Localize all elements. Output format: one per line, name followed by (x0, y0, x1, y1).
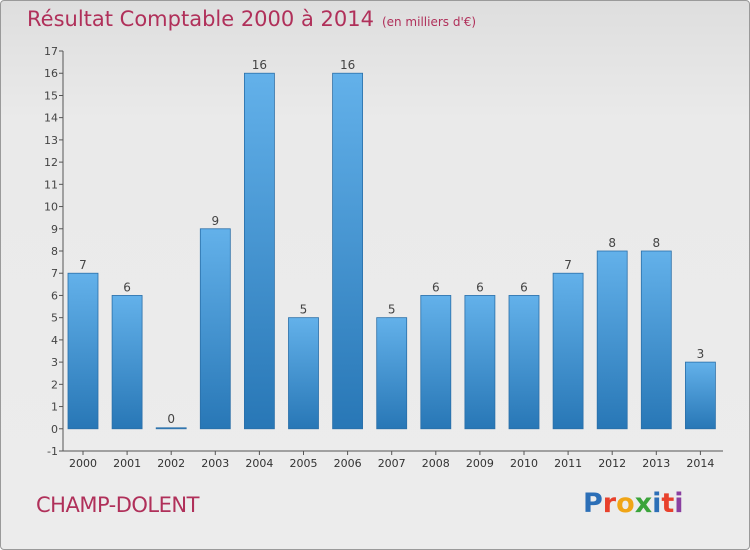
bar (332, 72, 364, 430)
y-tick-label: 10 (44, 201, 58, 214)
y-tick-label: 7 (51, 267, 58, 280)
logo-letter: r (602, 488, 617, 519)
bar-value-label: 5 (388, 303, 396, 317)
bar-value-label: 7 (79, 258, 87, 272)
x-tick-label: 2002 (157, 457, 185, 470)
y-tick-label: 1 (51, 401, 58, 414)
y-tick-label: -1 (47, 445, 58, 458)
logo-letter: P (583, 488, 603, 519)
y-tick-label: 4 (51, 334, 58, 347)
bar-value-label: 0 (167, 412, 175, 426)
bar (640, 250, 672, 430)
y-tick-label: 15 (44, 89, 58, 102)
x-tick-label: 2011 (554, 457, 582, 470)
bar-value-label: 9 (211, 214, 219, 228)
bar-value-label: 6 (476, 280, 484, 294)
x-tick-label: 2001 (113, 457, 141, 470)
y-tick-label: 3 (51, 356, 58, 369)
y-tick-label: 14 (44, 112, 58, 125)
x-tick-label: 2007 (378, 457, 406, 470)
y-tick-label: 6 (51, 289, 58, 302)
bar (685, 361, 716, 430)
y-tick-label: 5 (51, 312, 58, 325)
bar-value-label: 6 (432, 280, 440, 294)
x-tick-label: 2005 (290, 457, 318, 470)
bar (376, 317, 408, 430)
bar-value-label: 8 (608, 236, 616, 250)
logo-letter: t (661, 488, 675, 519)
subtitle-text: (en milliers d'€) (381, 15, 477, 29)
x-tick-label: 2003 (201, 457, 229, 470)
logo-letter: i (674, 488, 684, 519)
title-text: Résultat Comptable 2000 à 2014 (27, 7, 374, 31)
bar-value-label: 7 (564, 258, 572, 272)
x-tick-label: 2000 (69, 457, 97, 470)
y-tick-label: 0 (51, 423, 58, 436)
bar-value-label: 6 (520, 280, 528, 294)
bar (420, 295, 452, 430)
logo-letter: i (652, 488, 662, 519)
bar-value-label: 16 (252, 58, 267, 72)
bar (288, 317, 319, 430)
bar (199, 228, 231, 430)
bar-value-label: 16 (340, 58, 355, 72)
bar-value-label: 5 (300, 303, 308, 317)
y-tick-label: 2 (51, 378, 58, 391)
y-tick-label: 8 (51, 245, 58, 258)
proxiti-logo[interactable]: Proxiti (583, 488, 684, 519)
y-tick-label: 16 (44, 67, 58, 80)
y-tick-label: 11 (44, 178, 58, 191)
bar-value-label: 8 (652, 236, 660, 250)
y-tick-label: 12 (44, 156, 58, 169)
commune-name: CHAMP-DOLENT (36, 493, 199, 517)
bar (464, 295, 496, 430)
x-tick-label: 2013 (642, 457, 670, 470)
chart-title: Résultat Comptable 2000 à 2014 (en millie… (27, 7, 476, 31)
bar (155, 427, 187, 430)
logo-letter: x (634, 488, 653, 519)
bar (67, 272, 99, 430)
x-tick-label: 2009 (466, 457, 494, 470)
y-tick-label: 13 (44, 134, 58, 147)
bar (243, 72, 275, 430)
y-tick-label: 9 (51, 223, 58, 236)
x-tick-label: 2014 (686, 457, 714, 470)
logo-letter: o (616, 488, 635, 519)
x-tick-label: 2006 (334, 457, 362, 470)
bar-value-label: 6 (123, 280, 131, 294)
y-tick-label: 17 (44, 45, 58, 58)
bar (111, 295, 143, 430)
x-tick-label: 2010 (510, 457, 538, 470)
bar (508, 295, 540, 430)
bar (596, 250, 628, 430)
bar (552, 272, 584, 430)
x-tick-label: 2004 (245, 457, 273, 470)
x-tick-label: 2008 (422, 457, 450, 470)
x-tick-label: 2012 (598, 457, 626, 470)
bar-value-label: 3 (697, 347, 705, 361)
